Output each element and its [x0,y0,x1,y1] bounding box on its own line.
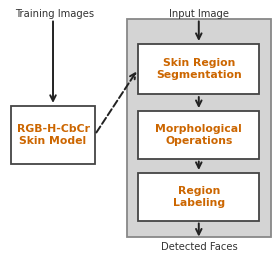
Text: Detected Faces: Detected Faces [160,241,237,252]
Text: Skin Region
Segmentation: Skin Region Segmentation [156,58,242,80]
FancyBboxPatch shape [138,44,259,94]
Text: Morphological
Operations: Morphological Operations [155,124,242,146]
FancyBboxPatch shape [127,19,271,237]
Text: RGB-H-CbCr
Skin Model: RGB-H-CbCr Skin Model [16,124,90,146]
Text: Training Images: Training Images [15,9,94,19]
FancyBboxPatch shape [138,173,259,221]
Text: Input Image: Input Image [169,9,229,19]
Text: Region
Labeling: Region Labeling [173,186,225,207]
FancyBboxPatch shape [138,111,259,159]
FancyBboxPatch shape [11,106,95,164]
